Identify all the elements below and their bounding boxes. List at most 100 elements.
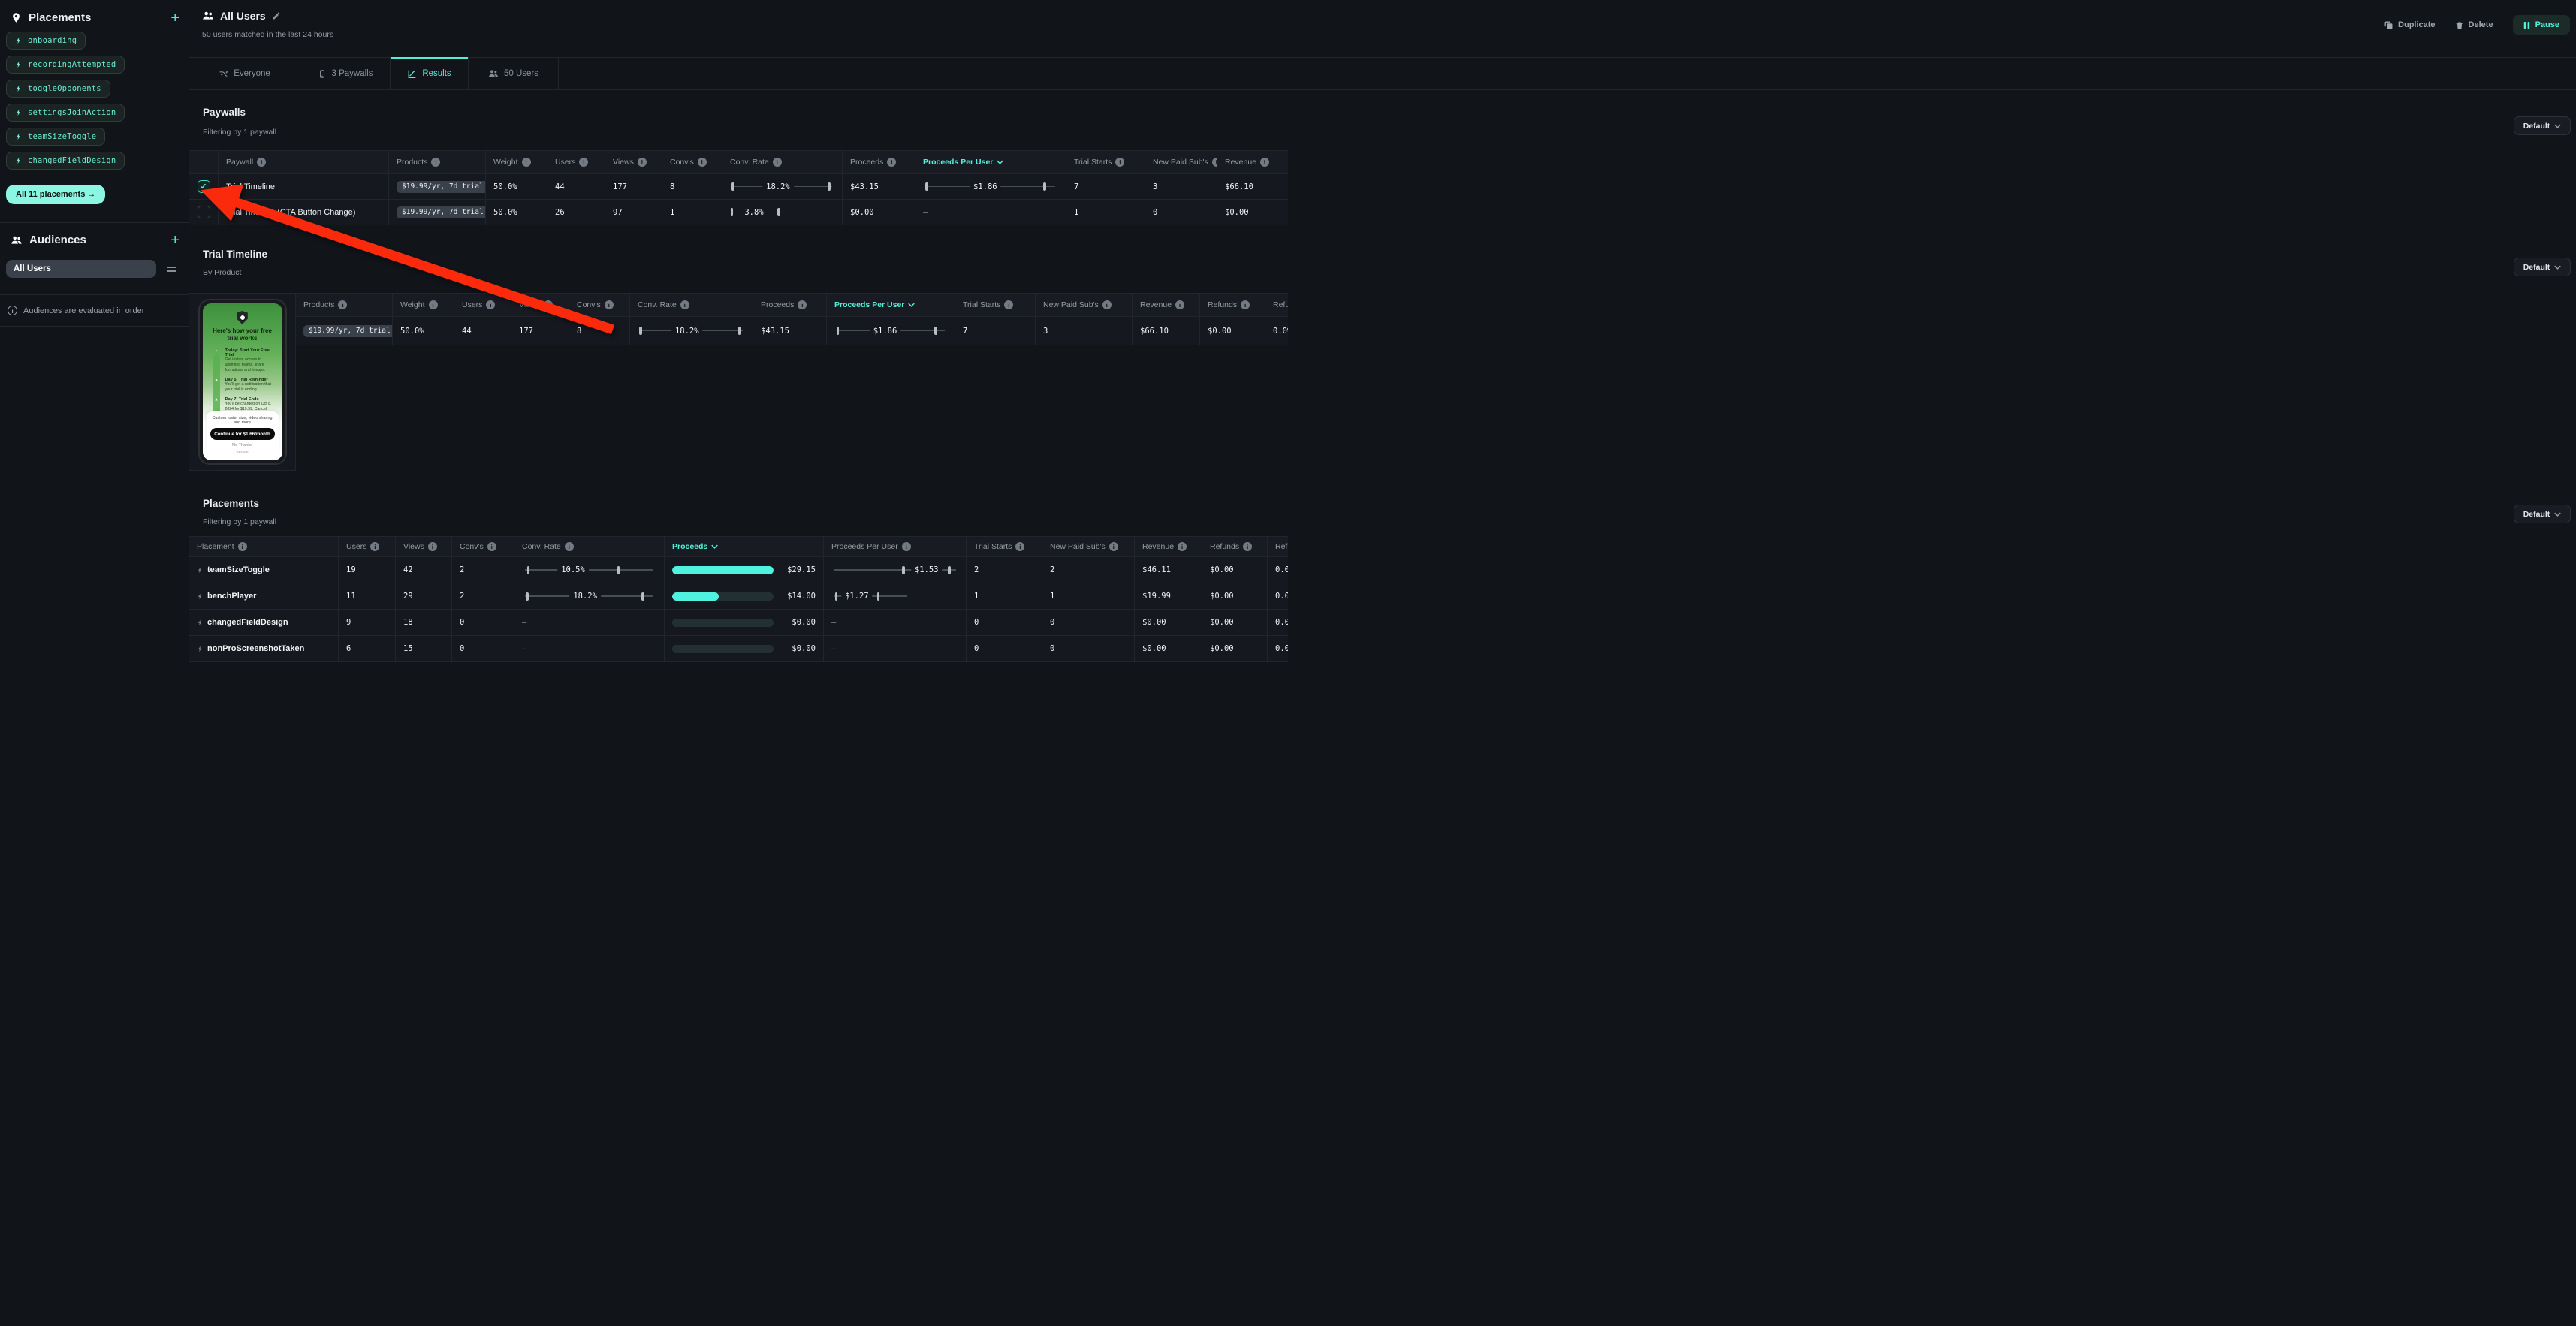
conv-rate-range: 18.2% — [730, 174, 834, 199]
paywall-row-trial-timeline[interactable]: ✓ Trial Timeline $19.99/yr, 7d trial 50.… — [189, 174, 1288, 200]
info-icon[interactable] — [237, 542, 247, 551]
info-icon[interactable] — [1211, 158, 1217, 167]
paywall-preview-cell[interactable]: Here's how your free trial works ▪ Today… — [189, 293, 296, 471]
placements-default-dropdown[interactable]: Default — [2514, 505, 2571, 523]
star-icon: ★ — [214, 398, 219, 403]
add-audience-button[interactable]: + — [170, 231, 179, 249]
by-product-row[interactable]: $19.99/yr, 7d trial 50.0% 44 177 8 18.2%… — [296, 317, 1288, 345]
delete-button[interactable]: Delete — [2455, 20, 2493, 30]
info-icon[interactable] — [887, 158, 897, 167]
duplicate-button[interactable]: Duplicate — [2384, 20, 2436, 30]
checkbox-check-icon: ✓ — [200, 182, 207, 191]
info-icon[interactable] — [579, 158, 589, 167]
paywalls-default-dropdown[interactable]: Default — [2514, 116, 2571, 135]
proceeds-per-user-range: $1.53 — [831, 557, 958, 583]
row-checkbox-unchecked[interactable] — [197, 206, 210, 218]
sidebar-placement-teamSizeToggle[interactable]: teamSizeToggle — [6, 128, 106, 146]
info-icon[interactable] — [1102, 300, 1112, 309]
info-icon[interactable] — [697, 158, 707, 167]
tab-paywalls[interactable]: 3 Paywalls — [300, 58, 391, 89]
info-icon[interactable] — [604, 300, 614, 309]
info-icon[interactable] — [1241, 300, 1250, 309]
info-icon[interactable] — [257, 158, 267, 167]
sidebar-placement-onboarding[interactable]: onboarding — [6, 32, 86, 50]
info-icon[interactable] — [543, 300, 553, 309]
info-icon[interactable] — [431, 158, 441, 167]
sorted-column-header[interactable]: Proceeds Per User — [826, 294, 955, 316]
paywall-restore-link: Restore — [236, 450, 249, 454]
info-icon[interactable] — [1015, 542, 1025, 551]
info-icon[interactable] — [1178, 542, 1187, 551]
tab-results[interactable]: Results — [391, 57, 469, 89]
cut-column-header: Refund Rate — [1265, 294, 1288, 316]
soccer-ball-icon — [239, 315, 246, 321]
placement-row-changedFieldDesign[interactable]: changedFieldDesign 9 18 0 — $0.00 — 0 0 … — [189, 610, 1288, 636]
audience-list-item: All Users — [6, 260, 182, 278]
product-pill: $19.99/yr, 7d trial — [397, 180, 485, 193]
chevron-down-icon — [908, 303, 915, 307]
info-icon[interactable] — [521, 158, 531, 167]
info-icon[interactable] — [487, 542, 496, 551]
info-icon[interactable] — [1243, 542, 1253, 551]
info-icon[interactable] — [486, 300, 496, 309]
info-icon[interactable] — [637, 158, 647, 167]
row-checkbox-checked[interactable]: ✓ — [197, 180, 210, 193]
sidebar-placement-recordingAttempted[interactable]: recordingAttempted — [6, 56, 125, 74]
audience-item-all-users[interactable]: All Users — [6, 260, 156, 278]
drag-handle-icon[interactable] — [167, 264, 176, 274]
tab-everyone[interactable]: Everyone — [189, 58, 300, 89]
sidebar-placement-settingsJoinAction[interactable]: settingsJoinAction — [6, 104, 125, 122]
all-placements-button[interactable]: All 11 placements → — [6, 185, 106, 204]
paywall-row-trial-timeline-cta[interactable]: Trial Timeline (CTA Button Change) $19.9… — [189, 200, 1288, 225]
tab-users[interactable]: 50 Users — [469, 58, 559, 89]
main-content: All Users 50 users matched in the last 2… — [189, 0, 2576, 1326]
proceeds-bar — [672, 618, 774, 627]
proceeds-per-user-range: $1.86 — [923, 174, 1058, 199]
conv-rate-range: 3.8% — [730, 200, 834, 225]
placement-row-teamSizeToggle[interactable]: teamSizeToggle 19 42 2 10.5% $29.15 $1.5… — [189, 557, 1288, 583]
product-section-subtitle: By Product — [203, 268, 242, 277]
info-icon[interactable] — [427, 542, 437, 551]
info-icon[interactable] — [564, 542, 574, 551]
matched-users-subtitle: 50 users matched in the last 24 hours — [202, 30, 334, 39]
edit-pencil-icon[interactable] — [272, 11, 281, 20]
info-icon[interactable] — [901, 542, 911, 551]
product-pill: $19.99/yr, 7d trial — [303, 324, 392, 337]
info-icon[interactable] — [1004, 300, 1014, 309]
info-icon[interactable] — [798, 300, 807, 309]
placement-row-benchPlayer[interactable]: benchPlayer 11 29 2 18.2% $14.00 $1.27 1… — [189, 583, 1288, 610]
paywall-phone-preview: Here's how your free trial works ▪ Today… — [198, 299, 287, 465]
info-icon[interactable] — [428, 300, 438, 309]
add-placement-button[interactable]: + — [170, 9, 179, 26]
paywall-decline-link: No Thanks — [232, 443, 252, 448]
pause-button[interactable]: Pause — [2512, 15, 2570, 35]
sidebar-placements-title: Placements — [29, 11, 92, 24]
info-icon[interactable] — [772, 158, 782, 167]
conv-rate-range: 10.5% — [522, 557, 656, 583]
trial-step-day5: ● Day 5: Trial Reminder You'll get a not… — [213, 378, 275, 393]
lock-icon: ▪ — [215, 349, 218, 354]
info-icon[interactable] — [680, 300, 689, 309]
bolt-icon — [15, 156, 23, 165]
info-icon[interactable] — [1175, 300, 1185, 309]
people-icon — [11, 235, 23, 246]
info-icon[interactable] — [1260, 158, 1270, 167]
info-icon[interactable] — [1109, 542, 1118, 551]
info-outline-icon: i — [8, 306, 17, 315]
info-icon[interactable] — [1115, 158, 1125, 167]
product-default-dropdown[interactable]: Default — [2514, 258, 2571, 276]
proceeds-bar — [672, 565, 774, 574]
sidebar-placement-changedFieldDesign[interactable]: changedFieldDesign — [6, 152, 125, 170]
sorted-column-header[interactable]: Proceeds Per User — [915, 151, 1066, 173]
info-icon[interactable] — [338, 300, 348, 309]
chevron-down-icon — [997, 160, 1004, 164]
bolt-icon — [197, 645, 204, 653]
sidebar-placement-toggleOpponents[interactable]: toggleOpponents — [6, 80, 110, 98]
info-icon[interactable] — [370, 542, 380, 551]
app-logo-shield-icon — [237, 311, 248, 324]
bolt-icon — [15, 84, 23, 93]
placement-row-nonProScreenshotTaken[interactable]: nonProScreenshotTaken 6 15 0 — $0.00 — 0… — [189, 636, 1288, 662]
people-icon — [488, 69, 499, 78]
sorted-column-header[interactable]: Proceeds — [664, 537, 823, 556]
product-pill: $19.99/yr, 7d trial — [397, 206, 485, 218]
